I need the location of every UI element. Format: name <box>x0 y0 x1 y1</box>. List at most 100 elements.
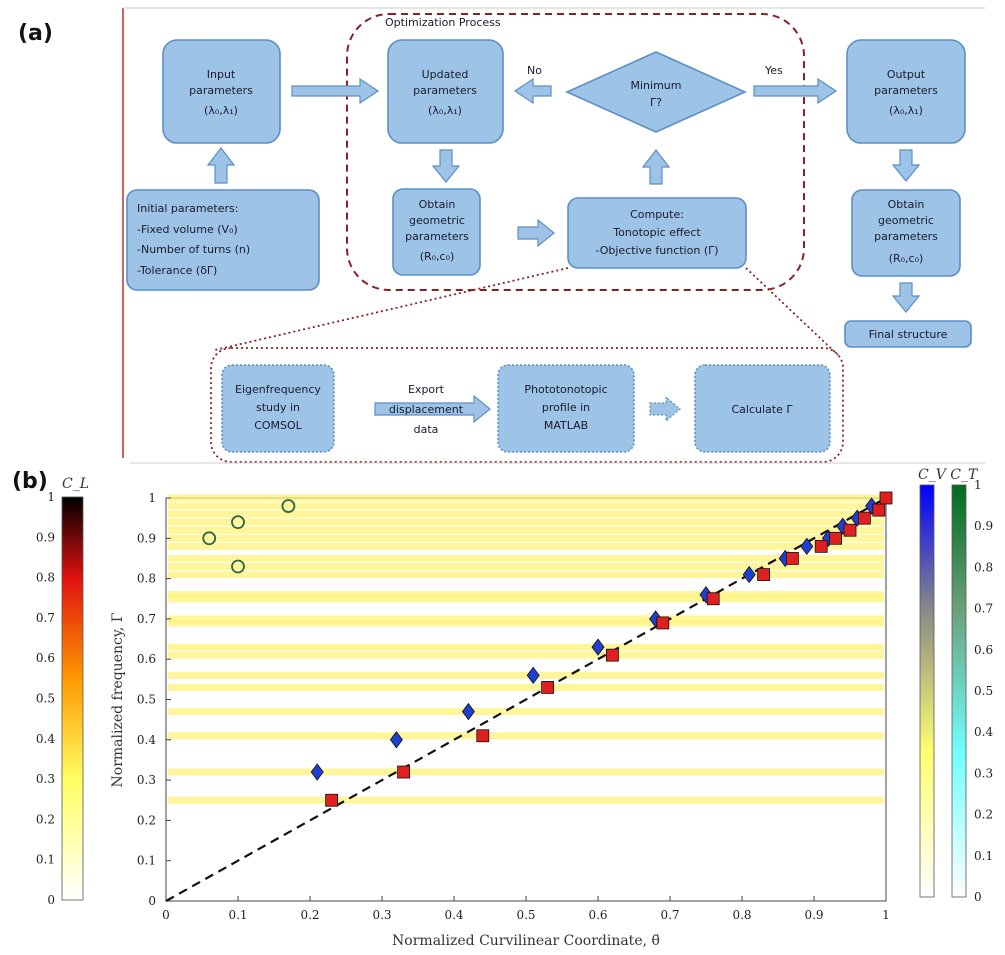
arrow-no-to-updated <box>513 77 552 105</box>
frequency-band-2 <box>168 732 884 740</box>
y-tick-label-2: 0.2 <box>137 813 156 827</box>
frequency-band-3 <box>168 708 884 716</box>
square-marker-11 <box>843 523 857 537</box>
no-label: No <box>527 64 542 77</box>
frequency-bands <box>168 494 884 804</box>
x-tick-label-2: 0.2 <box>300 908 319 922</box>
optimization-process-region <box>346 13 805 291</box>
output-box-line-1: Output <box>887 68 926 81</box>
frequency-band-18 <box>168 518 884 526</box>
frequency-band-1 <box>168 768 884 776</box>
yes-label: Yes <box>764 64 783 77</box>
cv-colorbar <box>919 484 935 898</box>
final-structure-text: Final structure <box>869 328 948 341</box>
calculate-box: Calculate Γ <box>694 364 831 453</box>
diamond-marker-4 <box>591 638 605 656</box>
obtain-geometric-right-box: Obtain geometric parameters (R₀,c₀) <box>851 189 961 277</box>
ct-tick-3: 0.3 <box>974 766 993 780</box>
cl-tick-0: 0 <box>47 893 55 907</box>
export-line-3: data <box>414 423 439 436</box>
compute-box: Compute: Tonotopic effect -Objective fun… <box>567 197 747 269</box>
optimization-process-title: Optimization Process <box>385 16 501 29</box>
frequency-band-20 <box>168 502 884 510</box>
eigen-line-3: COMSOL <box>254 419 302 432</box>
ct-tick-1: 0.1 <box>974 849 993 863</box>
cl-tick-3: 0.3 <box>36 772 55 786</box>
x-tick-label-1: 0.1 <box>228 908 247 922</box>
initial-box-line-1: Initial parameters: <box>137 202 238 215</box>
diamond-marker-3 <box>526 666 540 684</box>
chart-ticks: 0 0.1 0.2 0.3 0.4 0.5 0.6 0.7 0.8 0.9 1 0 0.1 0.2 0.3 0… <box>137 491 890 922</box>
updated-box-line-1: Updated <box>422 68 469 81</box>
initial-parameters-box: Initial parameters: -Fixed volume (V₀) -… <box>126 189 320 291</box>
cl-tick-9: 0.9 <box>36 530 55 544</box>
obtain-right-line-1: Obtain <box>888 198 925 211</box>
frequency-band-12 <box>168 571 884 579</box>
eigenfrequency-box: Eigenfrequency study in COMSOL <box>221 364 335 453</box>
square-marker-0 <box>325 793 339 807</box>
y-tick-label-5: 0.5 <box>137 693 156 707</box>
frequency-chart: 0 0.1 0.2 0.3 0.4 0.5 0.6 0.7 0.8 0.9 1 0 0.1 0.2 0.3 0… <box>110 491 893 949</box>
panel-b-label: (b) <box>12 469 48 494</box>
input-box-line-1: Input <box>207 68 236 81</box>
updated-parameters-box: Updated parameters (λ₀,λ₁) <box>387 39 504 144</box>
callout-right-line <box>745 267 839 356</box>
cv-ct-colorbar-label: C_V C_T <box>918 467 979 483</box>
panel-a-label: (a) <box>18 21 53 46</box>
diamond-marker-7 <box>742 565 756 584</box>
ct-tick-4: 0.4 <box>974 725 993 739</box>
ct-tick-0: 0 <box>974 890 982 904</box>
y-tick-label-9: 0.9 <box>137 531 156 545</box>
arrow-photo-to-calc <box>649 395 681 423</box>
minimum-decision-diamond: Minimum Γ? <box>565 51 747 133</box>
frequency-band-5 <box>168 671 884 679</box>
square-marker-1 <box>397 765 411 779</box>
output-parameters-box: Output parameters (λ₀,λ₁) <box>846 39 966 144</box>
calculate-text: Calculate Γ <box>732 403 794 416</box>
x-tick-label-5: 0.5 <box>516 908 535 922</box>
frequency-band-11 <box>168 591 884 599</box>
frequency-band-9 <box>168 615 884 623</box>
frequency-band-15 <box>168 542 884 550</box>
obtain-mid-line-1: Obtain <box>419 198 456 211</box>
circle-marker-1 <box>231 515 245 530</box>
y-tick-label-7: 0.7 <box>137 612 156 626</box>
cl-tick-6: 0.6 <box>36 651 55 665</box>
output-box-line-2: parameters <box>874 84 938 97</box>
obtain-mid-line-4: (R₀,c₀) <box>420 250 455 263</box>
ct-tick-9: 0.9 <box>974 519 993 533</box>
compute-line-2: Tonotopic effect <box>612 226 701 239</box>
callout-left-line <box>214 267 569 351</box>
cl-tick-8: 0.8 <box>36 571 55 585</box>
frequency-band-6 <box>168 651 884 659</box>
photo-line-3: MATLAB <box>544 419 588 432</box>
trend-line-group <box>165 497 887 902</box>
updated-box-line-3: (λ₀,λ₁) <box>428 104 462 117</box>
input-parameters-box: Input parameters (λ₀,λ₁) <box>162 39 281 144</box>
cl-tick-10: 1 <box>47 490 55 504</box>
square-marker-14 <box>879 491 893 505</box>
obtain-mid-line-3: parameters <box>405 230 469 243</box>
arrow-output-to-obtain <box>891 149 921 182</box>
input-box-line-2: parameters <box>189 84 253 97</box>
ct-tick-6: 0.6 <box>974 643 993 657</box>
square-marker-4 <box>606 648 619 662</box>
frequency-band-7 <box>168 643 884 651</box>
square-marker-6 <box>706 592 720 606</box>
circle-marker-0 <box>281 499 296 513</box>
frequency-band-19 <box>168 510 884 518</box>
frequency-band-16 <box>168 534 884 542</box>
arrow-updated-to-obtain <box>431 149 461 183</box>
frequency-band-14 <box>168 554 884 562</box>
frequency-band-10 <box>168 595 884 603</box>
arrow-export-displacement <box>374 394 491 424</box>
x-tick-label-0: 0 <box>162 908 170 922</box>
y-tick-label-3: 0.3 <box>137 773 156 787</box>
arrow-obtain-to-final <box>891 282 921 313</box>
y-tick-label-10: 1 <box>148 491 156 505</box>
x-tick-label-4: 0.4 <box>444 908 463 922</box>
chart-y-axis-label: Normalized frequency, Γ <box>110 612 126 787</box>
obtain-right-line-3: parameters <box>874 230 938 243</box>
obtain-right-line-4: (R₀,c₀) <box>889 252 924 265</box>
